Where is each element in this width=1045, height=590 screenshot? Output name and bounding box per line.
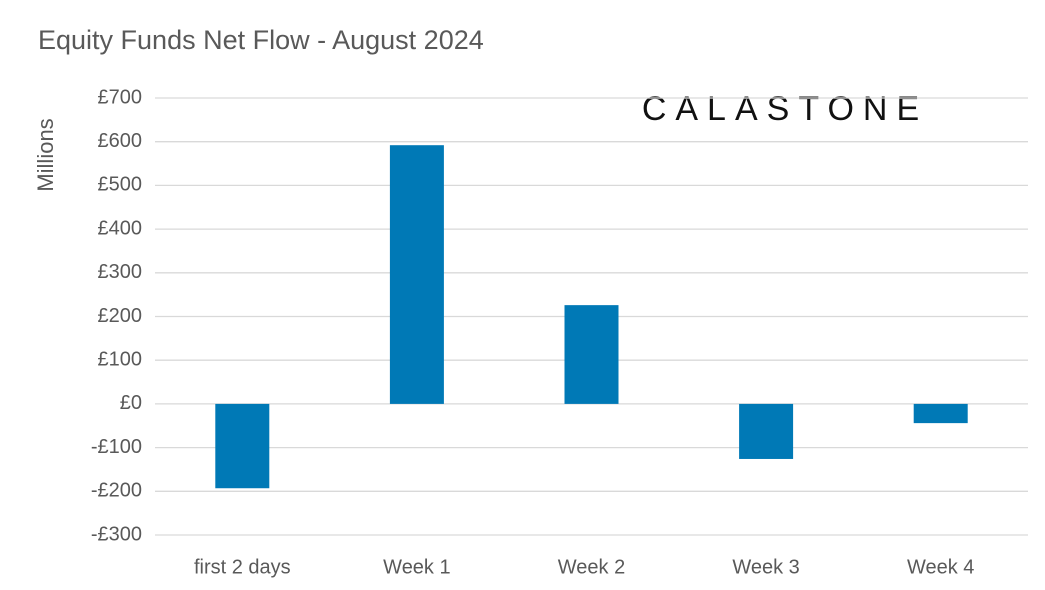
logo: CALASTONE (642, 90, 928, 128)
y-axis-label: Millions (33, 118, 58, 191)
bar (215, 403, 270, 489)
bar (564, 305, 619, 404)
bar (913, 403, 968, 424)
y-tick-label: -£300 (91, 523, 142, 545)
y-tick-label: £500 (98, 174, 143, 196)
y-tick-label: £0 (120, 392, 142, 414)
y-tick-label: £100 (98, 348, 143, 370)
bar (739, 403, 794, 459)
y-tick-label: -£200 (91, 480, 142, 502)
x-tick-label: Week 2 (558, 556, 625, 578)
y-tick-label: £200 (98, 305, 143, 327)
y-tick-label: £700 (98, 86, 143, 108)
x-tick-label: first 2 days (194, 556, 291, 578)
y-tick-label: £400 (98, 217, 143, 239)
x-tick-label: Week 3 (732, 556, 799, 578)
y-tick-label: £300 (98, 261, 143, 283)
bar (389, 145, 444, 404)
y-tick-label: £600 (98, 130, 143, 152)
x-tick-label: Week 4 (907, 556, 974, 578)
y-tick-label: -£100 (91, 436, 142, 458)
x-tick-label: Week 1 (383, 556, 450, 578)
chart-title: Equity Funds Net Flow - August 2024 (38, 25, 484, 55)
